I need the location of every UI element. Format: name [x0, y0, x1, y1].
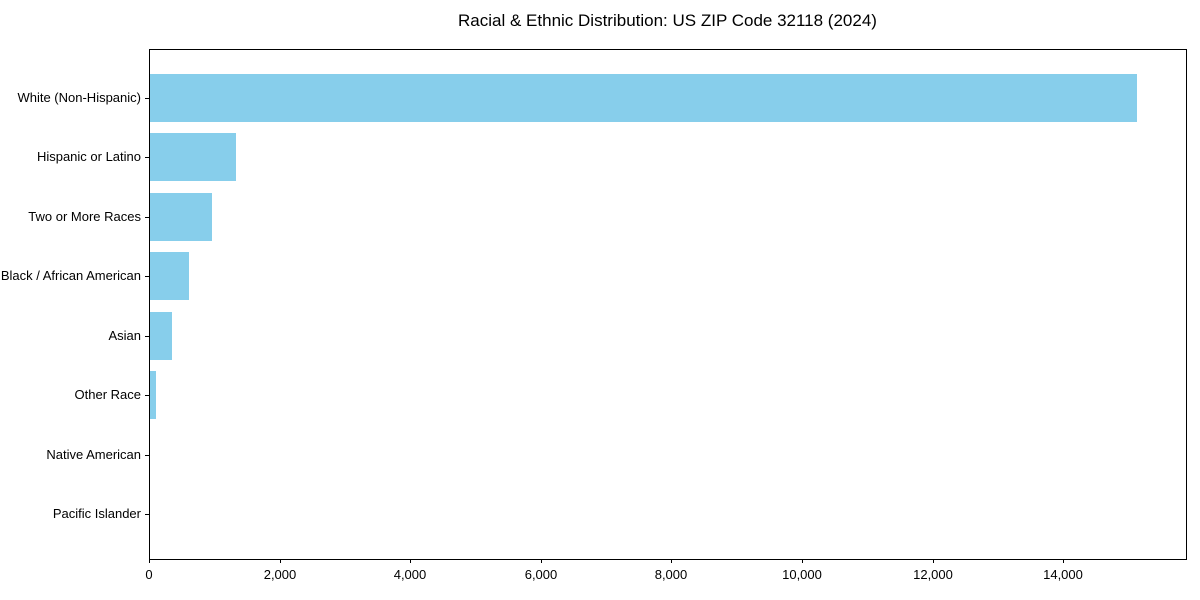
y-axis-tick — [145, 157, 149, 158]
bar-other-race — [150, 371, 156, 419]
bar-two-or-more-races — [150, 193, 212, 241]
y-axis-label: Native American — [46, 447, 141, 462]
x-axis-label: 8,000 — [654, 567, 688, 582]
y-axis-tick — [145, 455, 149, 456]
x-axis-label: 12,000 — [913, 567, 953, 582]
x-axis-tick — [410, 559, 411, 563]
x-axis-tick — [671, 559, 672, 563]
y-axis-tick — [145, 336, 149, 337]
chart-title: Racial & Ethnic Distribution: US ZIP Cod… — [458, 11, 877, 30]
y-axis-label: White (Non-Hispanic) — [17, 90, 141, 105]
y-axis-tick — [145, 217, 149, 218]
x-axis-label: 0 — [145, 567, 153, 582]
bar-white-non-hispanic- — [150, 74, 1137, 122]
x-axis-tick — [541, 559, 542, 563]
x-axis-label: 6,000 — [524, 567, 558, 582]
x-axis-label: 10,000 — [782, 567, 822, 582]
y-axis-label: Hispanic or Latino — [36, 149, 141, 164]
y-axis-label: Other Race — [74, 387, 141, 402]
y-axis-tick — [145, 98, 149, 99]
x-axis-tick — [933, 559, 934, 563]
y-axis-label: Two or More Races — [28, 209, 141, 224]
y-axis-tick — [145, 395, 149, 396]
x-axis-label: 2,000 — [263, 567, 297, 582]
x-axis-label: 14,000 — [1043, 567, 1083, 582]
x-axis-tick — [280, 559, 281, 563]
x-axis-tick — [1063, 559, 1064, 563]
bar-asian — [150, 312, 172, 360]
y-axis-tick — [145, 276, 149, 277]
bar-black-african-american — [150, 252, 189, 300]
x-axis-label: 4,000 — [393, 567, 427, 582]
plot-area — [149, 49, 1187, 560]
y-axis-label: Asian — [108, 328, 141, 343]
y-axis-label: Pacific Islander — [52, 506, 141, 521]
y-axis-tick — [145, 514, 149, 515]
y-axis-label: Black / African American — [0, 268, 141, 283]
x-axis-tick — [149, 559, 150, 563]
bar-hispanic-or-latino — [150, 133, 236, 181]
x-axis-tick — [802, 559, 803, 563]
